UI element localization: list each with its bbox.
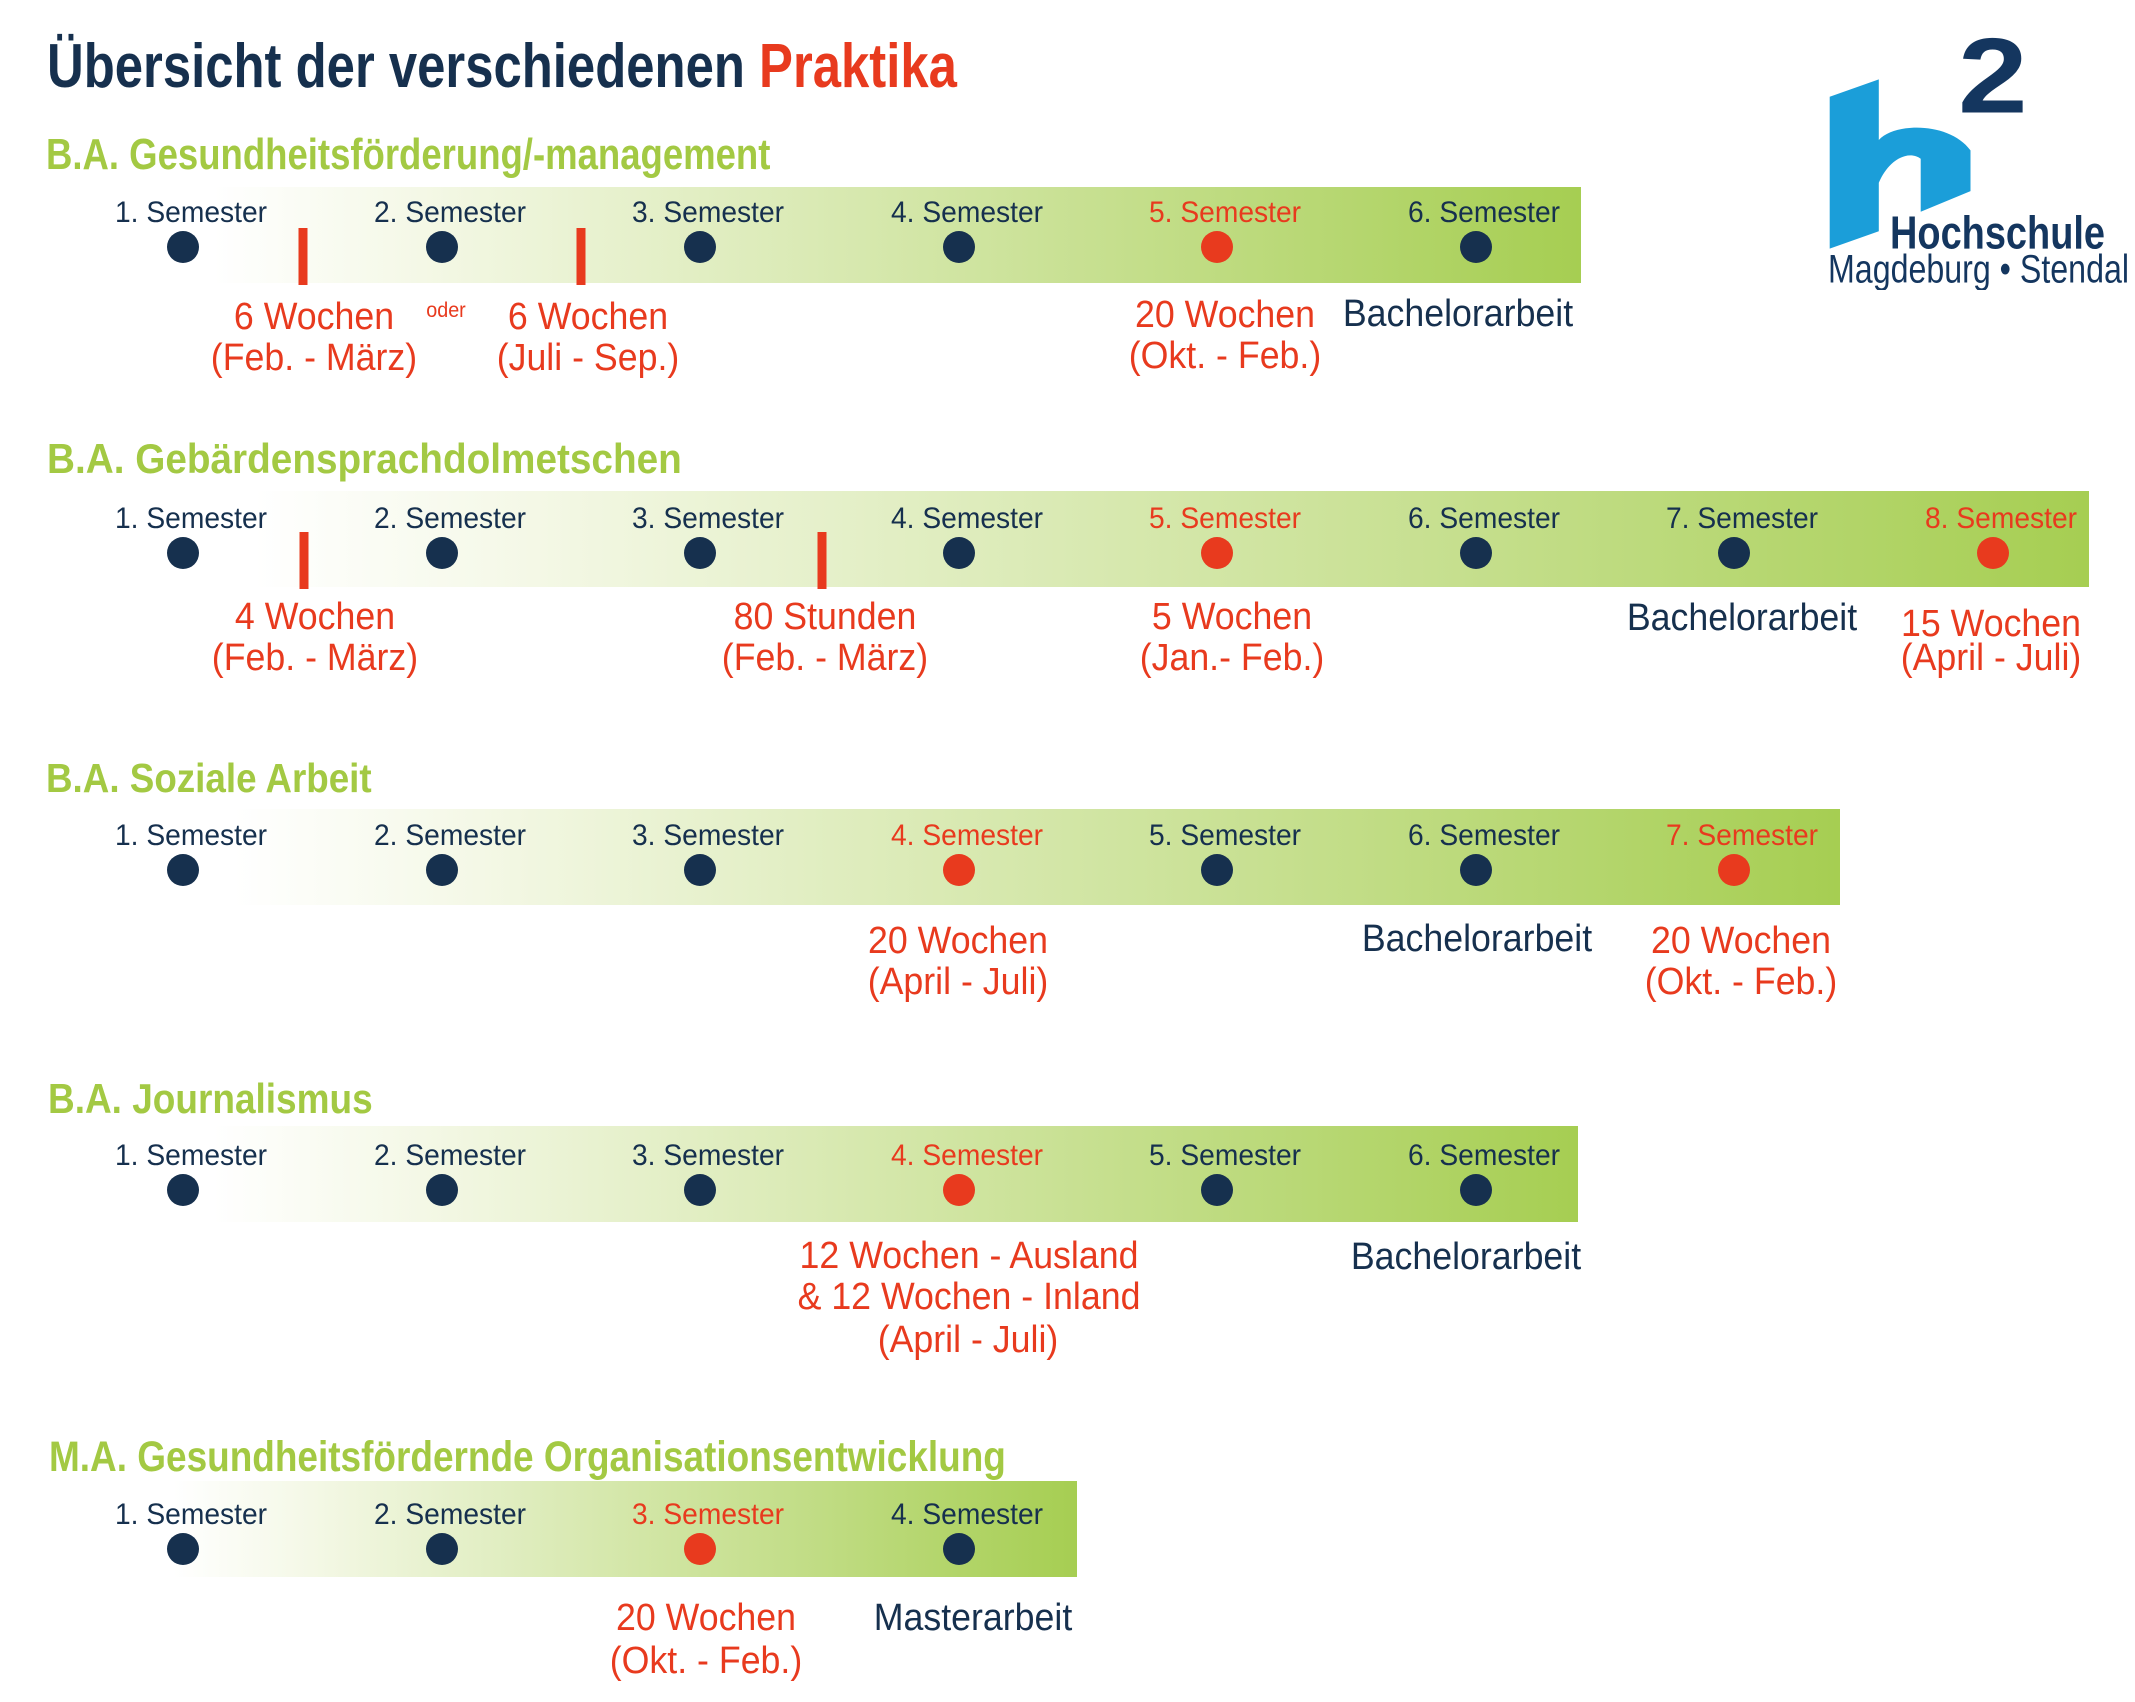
svg-text:2: 2: [1958, 30, 2028, 135]
svg-text:Hochschule: Hochschule: [1890, 207, 2105, 259]
svg-text:Magdeburg • Stendal: Magdeburg • Stendal: [1828, 248, 2129, 291]
